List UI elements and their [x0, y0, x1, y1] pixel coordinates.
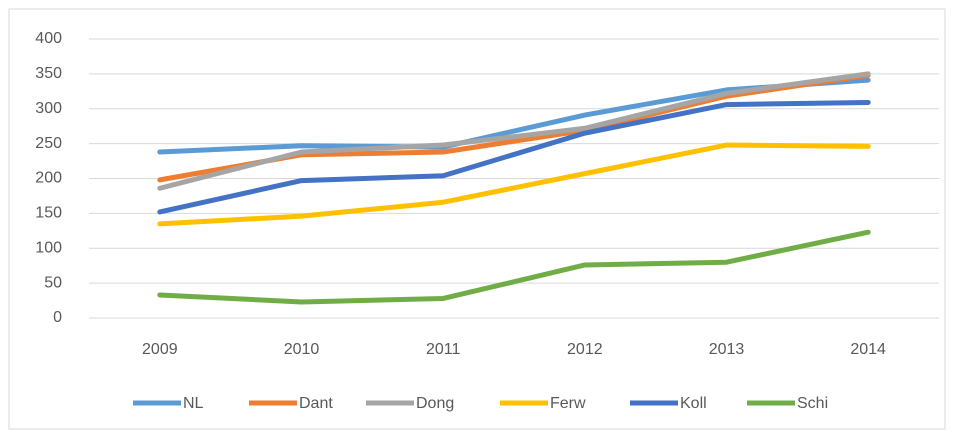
- y-tick-label: 50: [44, 274, 62, 291]
- line-series: [157, 99, 871, 215]
- x-tick-label: 2010: [284, 341, 320, 358]
- legend-label: NL: [183, 395, 204, 412]
- x-tick-label: 2013: [709, 341, 745, 358]
- x-tick-label: 2014: [850, 341, 886, 358]
- legend-label: Schi: [797, 395, 828, 412]
- legend-label: Ferw: [550, 395, 586, 412]
- y-tick-label: 300: [35, 100, 62, 117]
- y-tick-label: 200: [35, 170, 62, 187]
- chart-border: [8, 8, 946, 430]
- y-tick-label: 350: [35, 65, 62, 82]
- x-tick-label: 2009: [142, 341, 178, 358]
- y-tick-label: 150: [35, 205, 62, 222]
- y-tick-label: 250: [35, 135, 62, 152]
- legend-label: Dant: [299, 395, 333, 412]
- line-series: [157, 142, 871, 227]
- legend-label: Dong: [416, 395, 454, 412]
- y-tick-label: 100: [35, 239, 62, 256]
- x-tick-label: 2012: [567, 341, 603, 358]
- y-tick-label: 400: [35, 30, 62, 47]
- line-series: [157, 229, 871, 305]
- y-tick-label: 0: [53, 309, 62, 326]
- line-series: [157, 71, 871, 191]
- legend-label: Koll: [680, 395, 707, 412]
- x-tick-label: 2011: [426, 341, 461, 358]
